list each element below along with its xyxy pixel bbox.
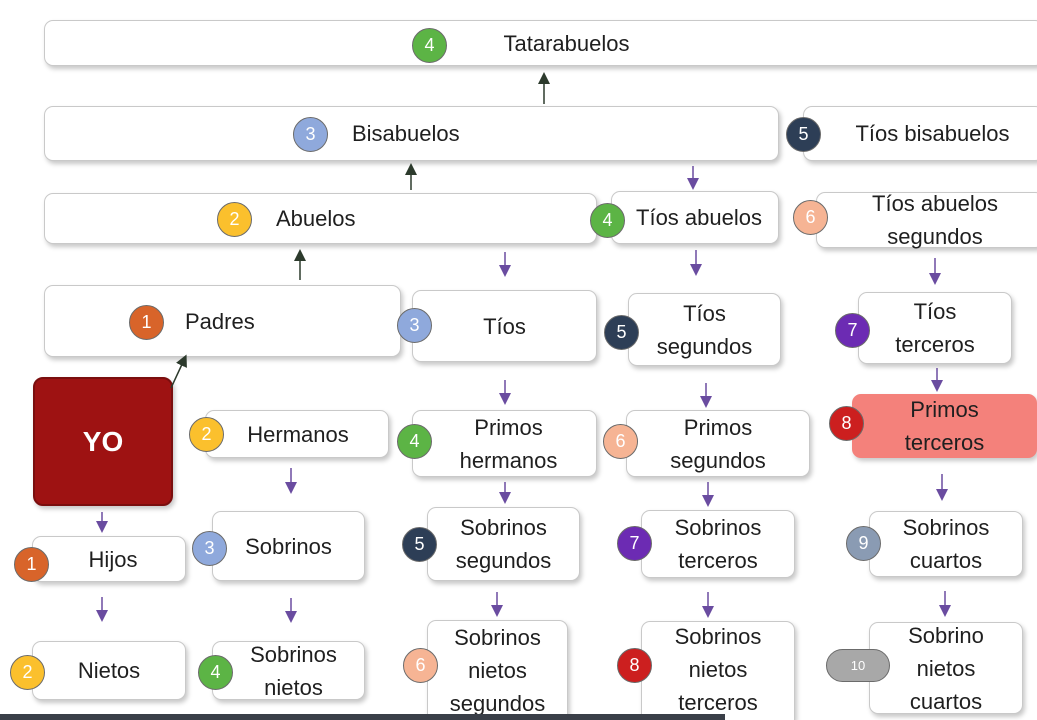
badge-tios-bisabuelos: 5 (786, 117, 821, 152)
node-sobrinos-nietos: Sobrinos nietos (212, 641, 365, 700)
node-padres: Padres (44, 285, 401, 357)
bottom-bar (0, 714, 725, 720)
label-primos-terceros: Primos terceros (904, 397, 985, 455)
badge-sobrinos-nietos: 4 (198, 655, 233, 690)
badge-tios-abuelos-segundos: 6 (793, 200, 828, 235)
label-sobrinos-terceros: Sobrinos terceros (674, 515, 762, 573)
node-sobrinos: Sobrinos (212, 511, 365, 581)
label-tios-segundos: Tíos segundos (656, 300, 753, 359)
label-abuelos: Abuelos (276, 206, 356, 231)
label-sobrinos: Sobrinos (245, 533, 332, 559)
badge-primos-terceros: 8 (829, 406, 864, 441)
node-tios-abuelos: Tíos abuelos (611, 191, 779, 244)
badge-sobrinos-nietos-segundos: 6 (403, 648, 438, 683)
label-tios-abuelos-segundos: Tíos abuelos segundos (872, 191, 998, 249)
badge-padres: 1 (129, 305, 164, 340)
node-tios-segundos: Tíos segundos (628, 293, 781, 366)
badge-sobrinos-nietos-terceros: 8 (617, 648, 652, 683)
badge-tatarabuelos: 4 (412, 28, 447, 63)
badge-hermanos: 2 (189, 417, 224, 452)
badge-sobrinos-cuartos: 9 (846, 526, 881, 561)
label-tios-bisabuelos: Tíos bisabuelos (855, 121, 1010, 146)
label-tios-abuelos: Tíos abuelos (636, 205, 762, 230)
badge-sobrinos-terceros: 7 (617, 526, 652, 561)
badge-tios-abuelos: 4 (590, 203, 625, 238)
label-sobrinos-nietos-terceros: Sobrinos nietos terceros (674, 624, 762, 715)
badge-tios-terceros: 7 (835, 313, 870, 348)
badge-primos-segundos: 6 (603, 424, 638, 459)
node-tatarabuelos: Tatarabuelos (44, 20, 1037, 66)
label-tios-terceros: Tíos terceros (895, 299, 975, 357)
node-primos-hermanos: Primos hermanos (412, 410, 597, 477)
label-sobrinos-nietos: Sobrinos nietos (250, 641, 337, 700)
badge-tios: 3 (397, 308, 432, 343)
label-padres: Padres (185, 308, 255, 334)
node-sobrinos-nietos-segundos: Sobrinos nietos segundos (427, 620, 568, 720)
label-yo: YO (82, 426, 124, 457)
label-tios: Tíos (483, 313, 526, 339)
node-sobrinos-segundos: Sobrinos segundos (427, 507, 580, 581)
badge-hijos: 1 (14, 547, 49, 582)
arrow-yo-to-padres (170, 354, 187, 389)
badge-primos-hermanos: 4 (397, 424, 432, 459)
label-tatarabuelos: Tatarabuelos (503, 30, 630, 56)
badge-nietos: 2 (10, 655, 45, 690)
label-primos-segundos: Primos segundos (670, 414, 766, 473)
node-yo: YO (33, 377, 173, 506)
label-sobrino-nietos-cuartos: Sobrino nietos cuartos (908, 623, 984, 714)
node-sobrinos-terceros: Sobrinos terceros (641, 510, 795, 578)
node-sobrino-nietos-cuartos: Sobrino nietos cuartos (869, 622, 1023, 714)
label-sobrinos-cuartos: Sobrinos cuartos (902, 515, 990, 573)
node-hijos: Hijos (32, 536, 186, 582)
node-bisabuelos: Bisabuelos (44, 106, 779, 161)
badge-sobrinos: 3 (192, 531, 227, 566)
label-hijos: Hijos (88, 546, 138, 572)
label-nietos: Nietos (77, 658, 141, 683)
node-sobrinos-nietos-terceros: Sobrinos nietos terceros (641, 621, 795, 720)
label-bisabuelos: Bisabuelos (352, 121, 460, 146)
node-tios: Tíos (412, 290, 597, 362)
node-tios-bisabuelos: Tíos bisabuelos (803, 106, 1037, 161)
node-primos-terceros: Primos terceros (852, 394, 1037, 458)
label-hermanos: Hermanos (247, 421, 349, 447)
badge-bisabuelos: 3 (293, 117, 328, 152)
node-nietos: Nietos (32, 641, 186, 700)
badge-sobrinos-segundos: 5 (402, 527, 437, 562)
badge-sobrino-nietos-cuartos: 10 (826, 649, 890, 682)
node-hermanos: Hermanos (205, 410, 389, 458)
node-abuelos: Abuelos (44, 193, 597, 244)
badge-tios-segundos: 5 (604, 315, 639, 350)
node-tios-abuelos-segundos: Tíos abuelos segundos (816, 191, 1037, 249)
badge-abuelos: 2 (217, 202, 252, 237)
label-primos-hermanos: Primos hermanos (459, 414, 558, 473)
label-sobrinos-nietos-segundos: Sobrinos nietos segundos (449, 625, 546, 716)
label-sobrinos-segundos: Sobrinos segundos (455, 515, 552, 573)
